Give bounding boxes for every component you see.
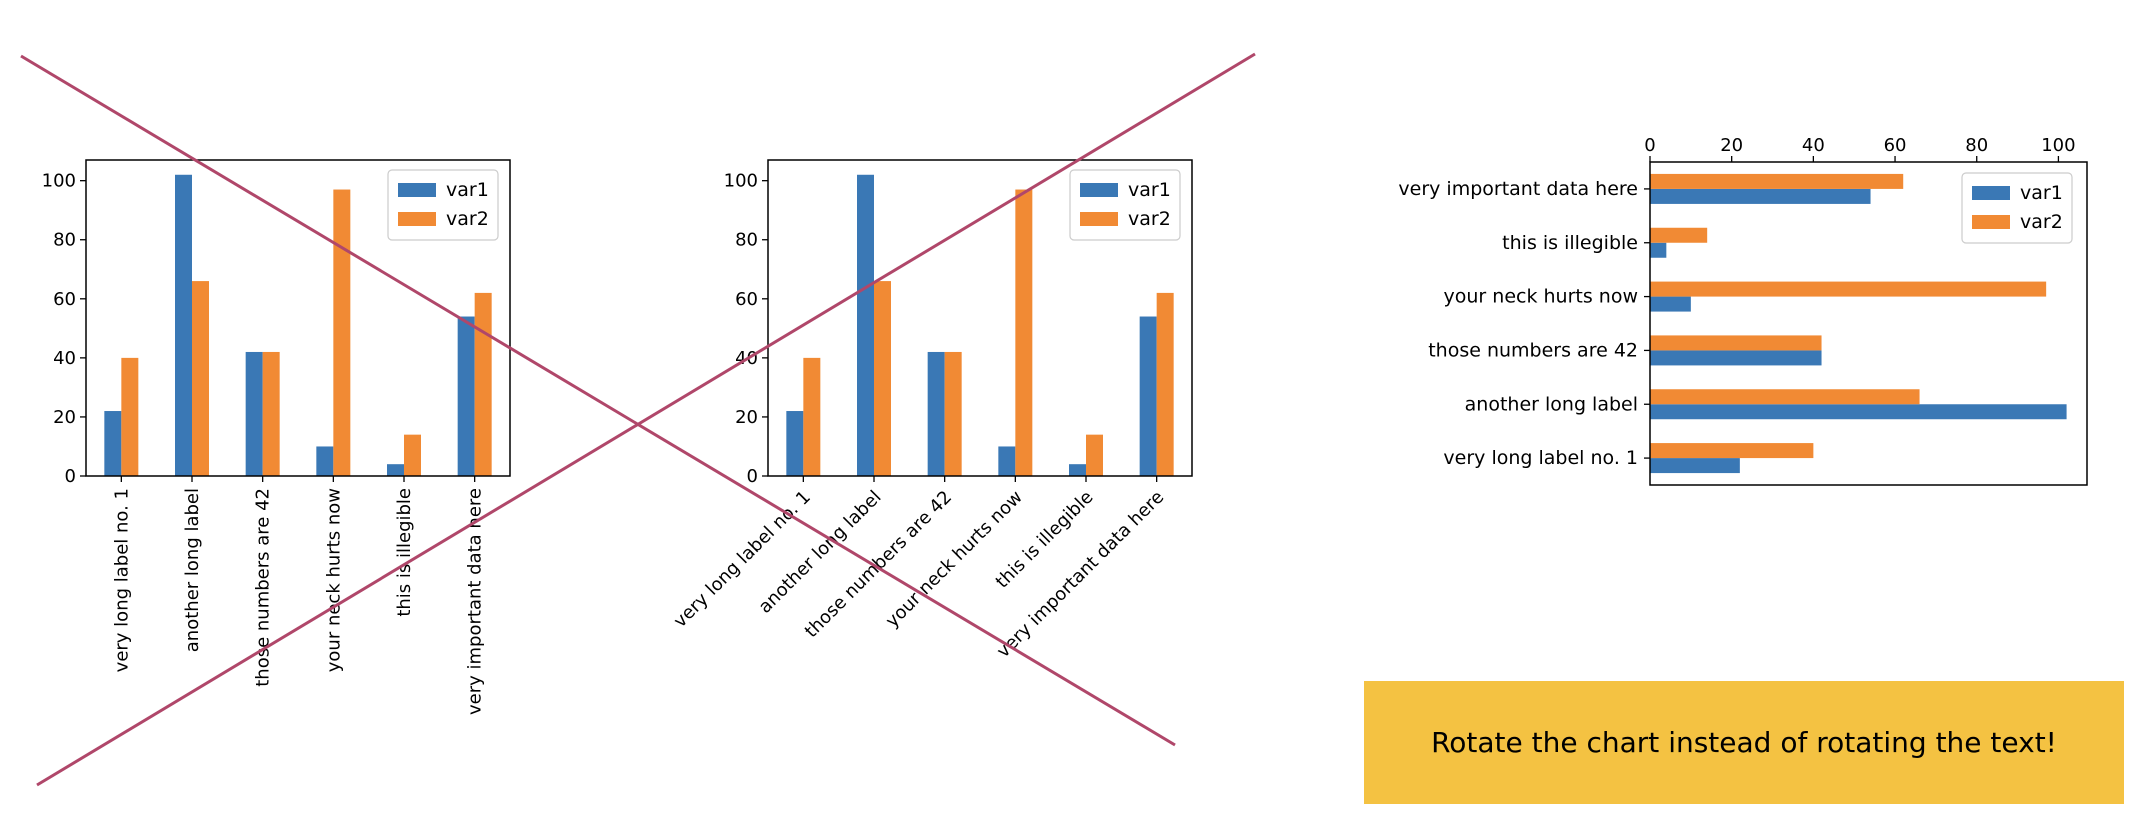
y-tick-label: 20 bbox=[53, 407, 76, 428]
x-tick-label: those numbers are 42 bbox=[801, 487, 956, 642]
bar-var1 bbox=[998, 446, 1016, 476]
legend-label-var2: var2 bbox=[1128, 208, 1171, 230]
bar-var2 bbox=[192, 281, 209, 476]
legend-swatch-var1 bbox=[1080, 183, 1118, 197]
legend-swatch-var1 bbox=[398, 183, 436, 197]
bar-var2 bbox=[1156, 292, 1174, 476]
bar-var1 bbox=[1650, 458, 1740, 474]
bar-var2 bbox=[1015, 189, 1033, 476]
bar-var2 bbox=[1650, 335, 1822, 351]
y-tick-label: 40 bbox=[53, 348, 76, 369]
x-tick-label: very long label no. 1 bbox=[670, 487, 815, 632]
bar-var2 bbox=[1650, 173, 1904, 189]
y-tick-label: 20 bbox=[735, 407, 758, 428]
bar-var1 bbox=[927, 351, 945, 476]
y-tick-label: 80 bbox=[735, 230, 758, 251]
bar-var2 bbox=[874, 281, 891, 476]
legend-label-var1: var1 bbox=[1128, 179, 1171, 201]
y-tick-label: another long label bbox=[1465, 393, 1638, 415]
x-tick-label: 80 bbox=[1965, 135, 1988, 156]
y-tick-label: 60 bbox=[53, 289, 76, 310]
legend-swatch-var1 bbox=[1972, 186, 2010, 200]
bar-var1 bbox=[786, 411, 804, 476]
x-tick-label: 20 bbox=[1720, 135, 1743, 156]
x-tick-label: your neck hurts now bbox=[882, 487, 1027, 632]
bar-var1 bbox=[857, 174, 874, 476]
legend-label-var1: var1 bbox=[446, 179, 489, 201]
bar-var1 bbox=[1139, 316, 1157, 476]
x-tick-label: 40 bbox=[1802, 135, 1825, 156]
bar-var2 bbox=[262, 351, 280, 476]
bar-var1 bbox=[457, 316, 475, 476]
chart-3: 0 20 40 60 80 100 very long label no. 1 another… bbox=[1398, 135, 2088, 486]
y-tick-label: 80 bbox=[53, 230, 76, 251]
bar-var2 bbox=[1650, 227, 1708, 243]
x-tick-label: 0 bbox=[1644, 135, 1655, 156]
x-tick-label: 60 bbox=[1884, 135, 1907, 156]
bar-var2 bbox=[1086, 434, 1103, 476]
legend-swatch-var2 bbox=[1972, 215, 2010, 229]
bar-var2 bbox=[333, 189, 351, 476]
plot-frame bbox=[85, 159, 511, 477]
bar-var2 bbox=[121, 357, 139, 476]
bar-var1 bbox=[104, 411, 122, 476]
bar-var1 bbox=[1650, 296, 1691, 312]
cross-out-mark bbox=[20, 52, 1256, 787]
y-tick-label: those numbers are 42 bbox=[1428, 339, 1638, 361]
legend-label-var2: var2 bbox=[2020, 211, 2063, 233]
bar-var1 bbox=[1650, 404, 2067, 420]
chart-1: 0 20 40 60 80 100 very long label no. 1 another… bbox=[42, 159, 511, 715]
bar-var2 bbox=[1650, 281, 2047, 297]
plot-frame bbox=[1649, 161, 2088, 486]
x-tick-label: your neck hurts now bbox=[323, 488, 344, 672]
bar-var1 bbox=[1650, 188, 1871, 204]
y-tick-label: 100 bbox=[42, 171, 76, 192]
bar-var2 bbox=[944, 351, 962, 476]
bar-var2 bbox=[803, 357, 821, 476]
bar-var1 bbox=[1650, 242, 1667, 258]
bar-var1 bbox=[1069, 464, 1086, 476]
x-tick-label: very long label no. 1 bbox=[111, 488, 132, 672]
legend-label-var1: var1 bbox=[2020, 182, 2063, 204]
bar-var2 bbox=[474, 292, 492, 476]
x-tick-label: this is illegible bbox=[394, 488, 415, 617]
plot-frame bbox=[767, 159, 1193, 477]
bar-var2 bbox=[404, 434, 421, 476]
bar-var1 bbox=[387, 464, 404, 476]
bar-var2 bbox=[1650, 443, 1814, 459]
bar-var1 bbox=[175, 174, 192, 476]
bar-var2 bbox=[1650, 389, 1920, 405]
tip-text: Rotate the chart instead of rotating the… bbox=[1431, 726, 2057, 759]
y-tick-label: 100 bbox=[724, 171, 758, 192]
bar-var1 bbox=[245, 351, 263, 476]
x-tick-label: those numbers are 42 bbox=[253, 488, 274, 687]
y-tick-label: 60 bbox=[735, 289, 758, 310]
x-tick-label: another long label bbox=[182, 488, 203, 652]
cross-out-line bbox=[20, 54, 1176, 747]
legend-label-var2: var2 bbox=[446, 208, 489, 230]
y-tick-label: this is illegible bbox=[1502, 232, 1638, 254]
y-tick-label: very long label no. 1 bbox=[1443, 447, 1638, 469]
y-tick-label: 0 bbox=[747, 466, 758, 487]
bar-var1 bbox=[316, 446, 334, 476]
legend-swatch-var2 bbox=[1080, 212, 1118, 226]
y-tick-label: your neck hurts now bbox=[1444, 286, 1638, 308]
cross-out-line bbox=[36, 52, 1256, 787]
x-tick-label: 100 bbox=[2041, 135, 2075, 156]
legend-swatch-var2 bbox=[398, 212, 436, 226]
y-tick-label: 0 bbox=[65, 466, 76, 487]
y-tick-label: very important data here bbox=[1398, 178, 1638, 200]
x-tick-label: very important data here bbox=[465, 488, 486, 715]
bar-var1 bbox=[1650, 350, 1822, 366]
tip-banner: Rotate the chart instead of rotating the… bbox=[1364, 681, 2124, 804]
